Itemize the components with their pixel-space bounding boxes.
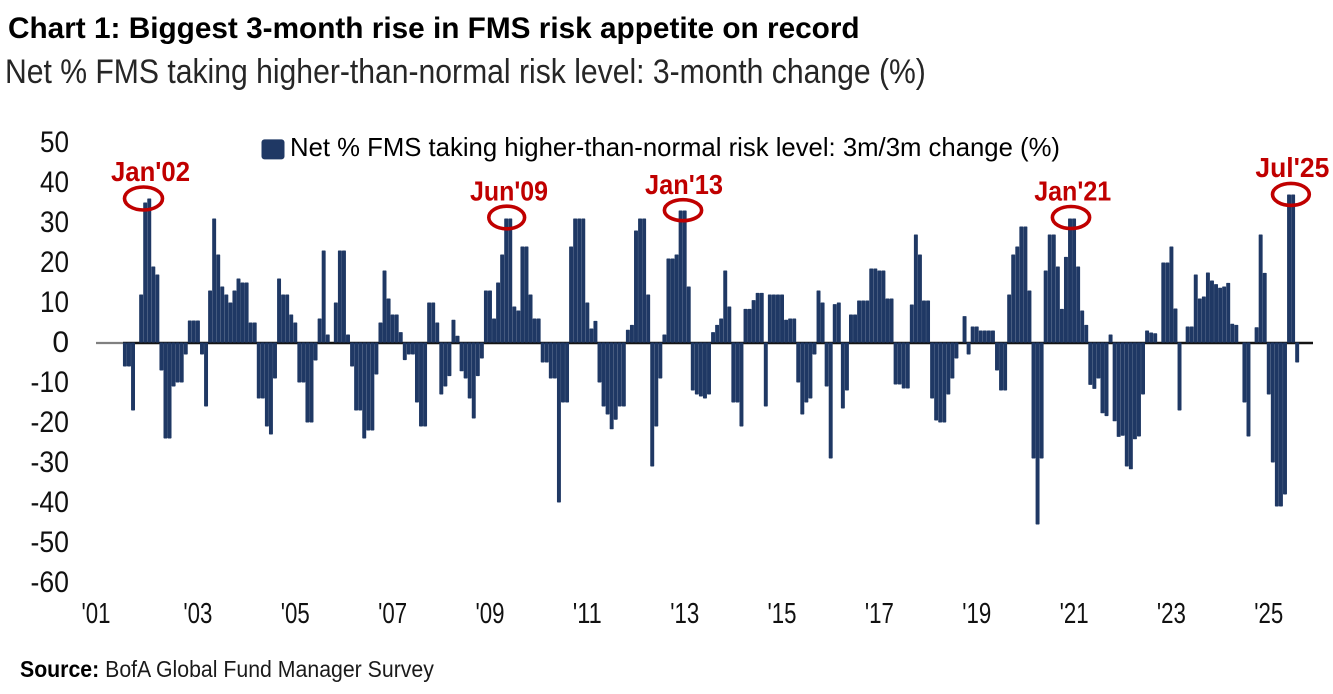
svg-text:-30: -30: [31, 446, 70, 479]
svg-text:'15: '15: [768, 598, 797, 630]
svg-text:30: 30: [40, 206, 69, 239]
svg-text:'11: '11: [573, 598, 602, 630]
svg-text:'21: '21: [1060, 598, 1089, 630]
svg-text:-50: -50: [31, 526, 70, 559]
svg-text:Jan'21: Jan'21: [1034, 176, 1111, 207]
svg-text:40: 40: [40, 166, 69, 199]
svg-text:'01: '01: [82, 598, 111, 630]
svg-text:'25: '25: [1254, 598, 1283, 630]
svg-text:Jul'25: Jul'25: [1255, 152, 1329, 183]
svg-text:'07: '07: [378, 598, 407, 630]
svg-text:'03: '03: [183, 598, 212, 630]
svg-text:10: 10: [40, 286, 69, 319]
svg-text:'19: '19: [962, 598, 991, 630]
svg-text:'23: '23: [1157, 598, 1186, 630]
svg-text:-40: -40: [31, 486, 70, 519]
svg-text:0: 0: [52, 326, 69, 359]
svg-text:'05: '05: [281, 598, 310, 630]
svg-text:-20: -20: [31, 406, 70, 439]
svg-text:50: 50: [40, 126, 69, 159]
svg-text:Jan'13: Jan'13: [645, 169, 723, 200]
svg-text:Jan'02: Jan'02: [111, 156, 190, 187]
svg-text:'09: '09: [476, 598, 505, 630]
svg-text:'17: '17: [865, 598, 894, 630]
svg-text:-10: -10: [31, 366, 70, 399]
svg-text:20: 20: [40, 246, 69, 279]
svg-text:'13: '13: [670, 598, 699, 630]
svg-text:Jun'09: Jun'09: [470, 176, 548, 207]
svg-text:Net % FMS taking higher-than-n: Net % FMS taking higher-than-normal risk…: [290, 132, 1060, 162]
svg-text:-60: -60: [31, 566, 70, 599]
